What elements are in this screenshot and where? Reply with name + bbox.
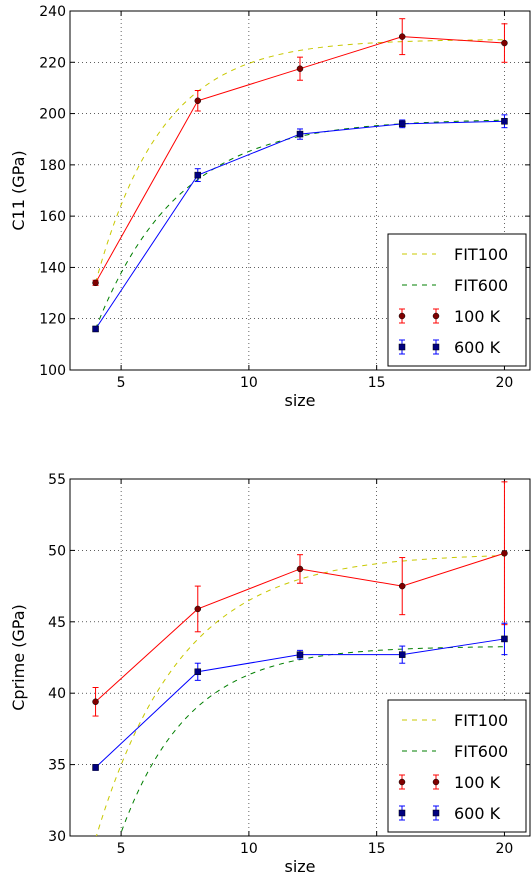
legend-entry-fit600-label: FIT600 [454,742,508,761]
data-point-600-k [194,668,202,676]
fit-curve-fit600 [95,119,505,330]
x-tick-label: 5 [117,841,126,857]
fit-curve-fit100 [95,39,505,283]
plot-area [92,481,508,836]
data-point-100-k [296,565,304,573]
y-tick-label: 40 [48,686,66,702]
y-tick-label: 100 [39,363,66,379]
data-point-600-k [501,635,508,643]
legend-marker [398,312,406,320]
legend-entry-600-k-label: 600 K [454,338,501,357]
data-point-600-k [398,651,406,658]
data-point-100-k [398,582,406,590]
chart-panel-1: 5 10 15 20 100 120 140 160 180 200 220 240 size C11 (… [9,4,531,410]
x-tick-label: 15 [368,375,386,391]
legend-marker [432,809,440,817]
legend-entry-fit600-label: FIT600 [454,276,508,295]
data-point-100-k [398,33,406,40]
data-point-600-k [296,130,304,138]
y-tick-label: 140 [39,260,66,276]
data-point-100-k [92,279,99,287]
legend: FIT100 FIT600 100 K 600 K [387,233,527,367]
y-tick-label: 50 [48,543,66,559]
legend-entry-fit100-label: FIT100 [454,711,508,730]
y-axis-label: Cprime (GPa) [9,604,28,710]
data-point-100-k [194,97,202,104]
data-point-600-k [92,325,99,333]
legend: FIT100 FIT600 100 K 600 K [387,699,527,833]
data-point-100-k [296,65,304,72]
legend-marker [432,312,440,320]
x-tick-label: 20 [496,375,514,391]
x-axis-label: size [284,391,315,410]
data-point-600-k [194,171,202,179]
legend-box [387,233,527,367]
y-tick-label: 120 [39,312,66,328]
plot-area [92,18,508,333]
data-point-600-k [296,651,304,658]
y-tick-label: 160 [39,209,66,225]
legend-box [387,699,527,833]
x-tick-label: 20 [496,841,514,857]
y-tick-label: 55 [48,472,66,488]
legend-marker [432,778,440,786]
data-point-600-k [398,120,406,128]
data-point-600-k [92,764,99,771]
y-tick-label: 45 [48,615,66,631]
x-tick-label: 5 [117,375,126,391]
y-tick-label: 200 [39,107,66,123]
legend-marker [432,343,440,351]
fit-curve-fit100 [95,555,505,836]
fit-curve-fit600 [119,646,505,836]
legend-entry-fit100-label: FIT100 [454,245,508,264]
y-tick-label: 35 [48,758,66,774]
plot-frame [69,10,531,371]
chart-panel-2: 5 10 15 20 30 35 40 45 50 55 size Cprime (GPa) FIT10… [9,472,531,876]
data-point-100-k [501,550,508,557]
legend-entry-100-k-label: 100 K [454,307,501,326]
y-tick-label: 240 [39,4,66,20]
plot-frame [69,478,531,837]
x-tick-label: 15 [368,841,386,857]
x-axis-label: size [284,857,315,876]
legend-marker [398,778,406,786]
legend-entry-100-k-label: 100 K [454,773,501,792]
data-point-100-k [194,605,202,613]
x-tick-label: 10 [240,841,258,857]
y-tick-label: 30 [48,829,66,845]
y-tick-label: 180 [39,158,66,174]
y-tick-label: 220 [39,55,66,71]
y-axis-label: C11 (GPa) [9,150,28,230]
legend-marker [398,809,406,817]
data-point-100-k [501,39,508,47]
x-tick-label: 10 [240,375,258,391]
legend-marker [398,343,406,351]
data-point-600-k [501,118,508,125]
data-point-100-k [92,698,99,706]
legend-entry-600-k-label: 600 K [454,804,501,823]
